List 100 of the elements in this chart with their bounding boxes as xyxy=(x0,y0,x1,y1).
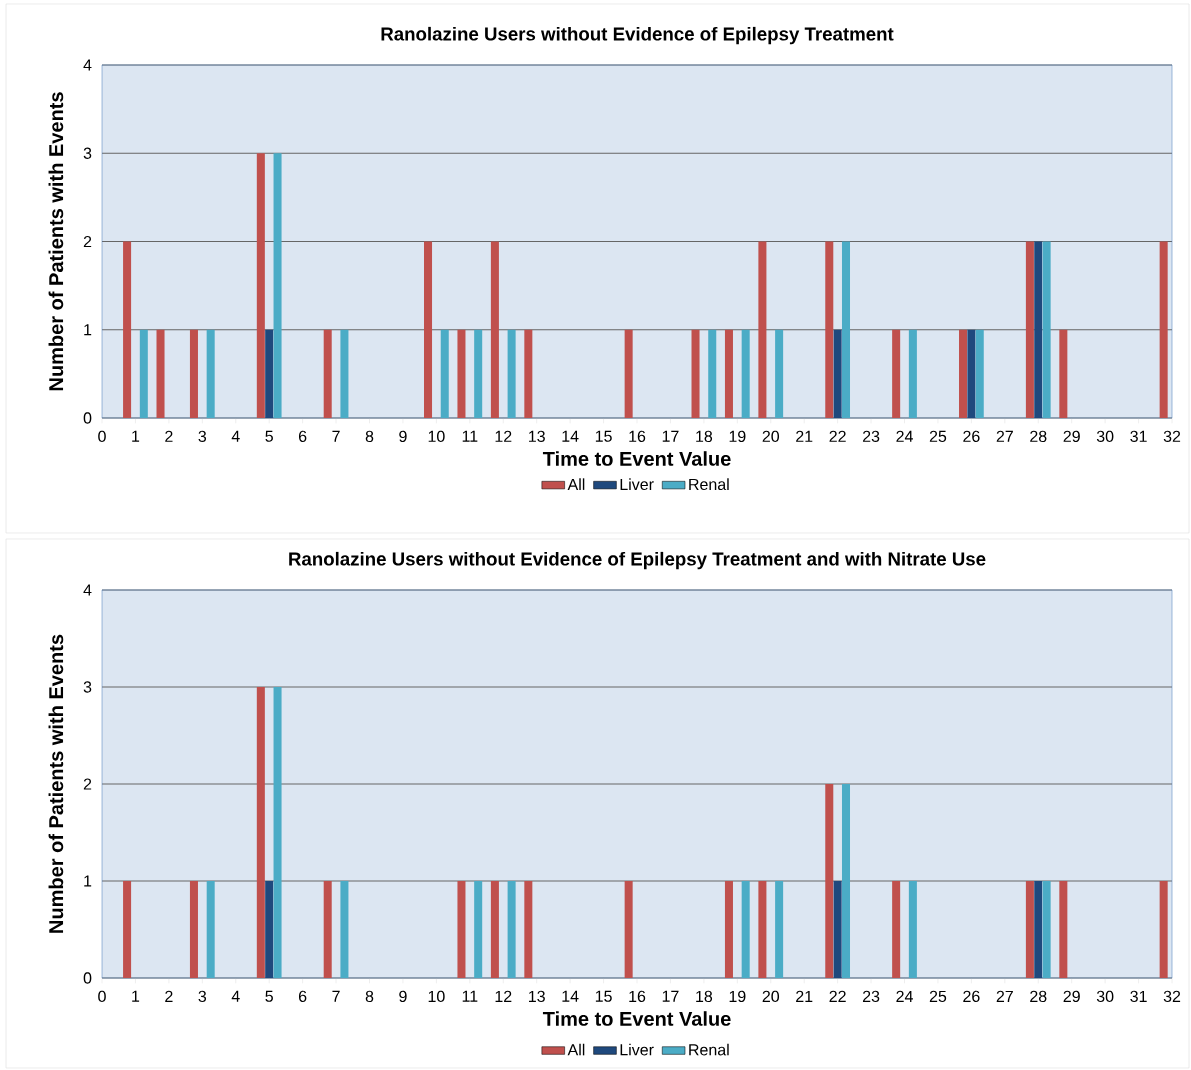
bar xyxy=(206,329,215,418)
legend-label: Liver xyxy=(620,478,654,491)
x-tick-label: 9 xyxy=(399,430,407,443)
bar xyxy=(775,329,784,418)
x-tick-label: 9 xyxy=(399,990,407,1003)
x-tick-label: 31 xyxy=(1130,430,1147,443)
bar xyxy=(265,881,274,978)
x-tick-label: 15 xyxy=(595,990,612,1002)
bar xyxy=(833,329,842,418)
x-tick-label: 15 xyxy=(595,430,612,442)
y-tick-label: 3 xyxy=(83,147,92,159)
x-tick-label: 19 xyxy=(729,990,746,1003)
bar xyxy=(524,329,533,418)
bar xyxy=(1042,881,1051,978)
x-tick-label: 8 xyxy=(365,990,374,1003)
x-tick-label: 10 xyxy=(428,430,445,443)
x-tick-label: 21 xyxy=(796,430,813,442)
x-tick-label: 13 xyxy=(529,430,545,443)
x-tick-label: 8 xyxy=(365,430,374,443)
x-tick-label: 23 xyxy=(862,990,880,1003)
x-tick-label: 18 xyxy=(696,430,713,443)
x-tick-label: 1 xyxy=(132,430,140,442)
x-axis-title: Time to Event Value xyxy=(542,1011,731,1026)
bar xyxy=(1159,241,1168,418)
x-tick-label: 7 xyxy=(332,430,340,442)
x-tick-label: 25 xyxy=(929,990,947,1003)
x-tick-label: 27 xyxy=(996,990,1013,1002)
x-axis-title: Time to Event Value xyxy=(542,451,731,466)
x-tick-label: 12 xyxy=(495,430,512,442)
x-tick-label: 4 xyxy=(231,990,240,1002)
bar xyxy=(975,329,984,418)
bar xyxy=(1059,881,1068,978)
x-tick-label: 11 xyxy=(462,430,478,442)
bar xyxy=(841,784,851,978)
bar xyxy=(340,329,349,418)
x-tick-label: 21 xyxy=(796,990,813,1002)
y-axis-title: Number of Patients with Events xyxy=(48,92,64,391)
bar xyxy=(1025,241,1034,418)
legend-label: Liver xyxy=(620,1043,654,1056)
x-tick-label: 28 xyxy=(1030,990,1047,1003)
bar xyxy=(457,881,466,978)
legend-label: All xyxy=(567,1043,585,1056)
x-tick-label: 17 xyxy=(662,430,679,442)
x-tick-label: 30 xyxy=(1096,430,1114,443)
bar xyxy=(156,329,165,418)
x-tick-label: 19 xyxy=(729,430,746,443)
bar xyxy=(123,241,132,418)
x-tick-label: 29 xyxy=(1063,990,1080,1003)
bar xyxy=(624,881,633,978)
bar xyxy=(440,329,449,418)
bar xyxy=(1034,881,1043,978)
bar xyxy=(892,881,901,978)
bar xyxy=(123,881,132,978)
x-tick-label: 22 xyxy=(829,990,846,1002)
x-tick-label: 7 xyxy=(332,990,340,1002)
bar xyxy=(273,687,282,978)
bar xyxy=(959,329,968,418)
x-tick-label: 18 xyxy=(696,990,713,1003)
x-tick-label: 2 xyxy=(165,990,173,1002)
bar xyxy=(708,329,717,418)
y-tick-label: 3 xyxy=(83,681,92,693)
bar xyxy=(1159,881,1168,978)
x-tick-label: 26 xyxy=(963,430,980,443)
bar xyxy=(833,881,842,978)
x-tick-label: 14 xyxy=(562,990,579,1002)
bar xyxy=(340,881,349,978)
x-tick-label: 22 xyxy=(829,430,846,442)
y-tick-label: 0 xyxy=(83,972,92,984)
x-tick-label: 2 xyxy=(165,430,173,442)
bar xyxy=(1059,329,1068,418)
bar xyxy=(490,241,499,418)
bar xyxy=(474,329,483,418)
bar xyxy=(139,329,148,418)
x-tick-label: 20 xyxy=(762,990,780,1003)
x-tick-label: 29 xyxy=(1063,430,1080,443)
x-tick-label: 25 xyxy=(929,430,947,443)
x-tick-label: 6 xyxy=(299,990,307,1003)
bar xyxy=(189,881,198,978)
bar xyxy=(691,329,700,418)
x-tick-label: 32 xyxy=(1163,990,1181,1003)
x-tick-label: 32 xyxy=(1163,430,1181,443)
x-tick-label: 4 xyxy=(231,430,240,442)
bar xyxy=(490,881,499,978)
x-tick-label: 26 xyxy=(963,990,980,1003)
bar xyxy=(1042,241,1051,418)
chart-title: Ranolazine Users without Evidence of Epilepsy Treatment and with Nitrate Use xyxy=(289,551,986,570)
y-tick-label: 1 xyxy=(84,324,92,336)
bar xyxy=(474,881,483,978)
x-tick-label: 5 xyxy=(265,430,273,442)
y-tick-label: 2 xyxy=(83,778,92,790)
x-tick-label: 12 xyxy=(495,990,512,1002)
x-tick-label: 3 xyxy=(198,430,207,443)
x-tick-label: 28 xyxy=(1030,430,1047,443)
x-tick-label: 13 xyxy=(529,990,545,1003)
bar xyxy=(256,687,265,978)
legend-label: All xyxy=(567,478,585,490)
y-tick-label: 4 xyxy=(83,59,92,71)
bar xyxy=(967,329,976,418)
x-tick-label: 20 xyxy=(762,430,780,443)
x-tick-label: 3 xyxy=(198,990,207,1003)
